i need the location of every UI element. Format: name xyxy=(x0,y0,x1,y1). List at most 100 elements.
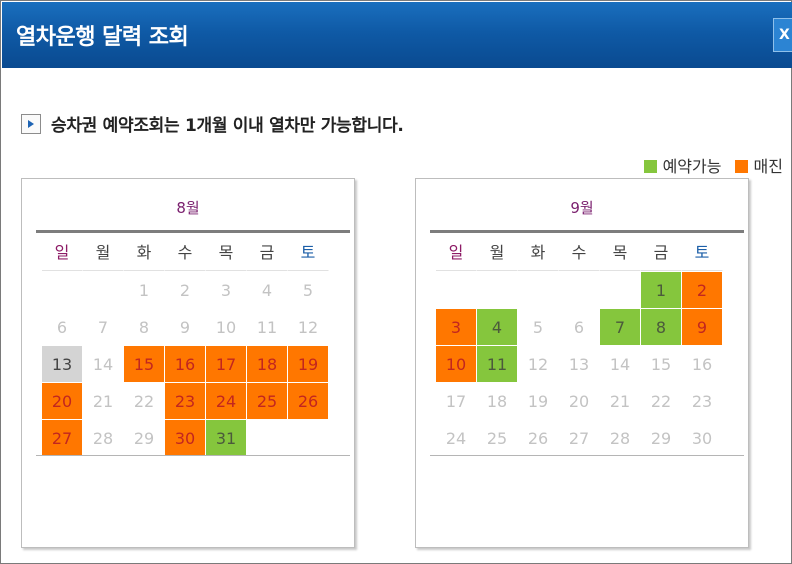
calendar-top-rule xyxy=(430,230,744,233)
week-row: 20 21 22 23 24 25 26 xyxy=(42,383,329,420)
weekday-label: 월 xyxy=(477,235,518,271)
day-cell: 29 xyxy=(641,420,682,457)
weekday-label: 화 xyxy=(124,235,165,271)
day-cell: 22 xyxy=(641,383,682,420)
day-cell-available[interactable]: 8 xyxy=(641,309,682,346)
day-cell: 13 xyxy=(559,346,600,383)
week-row: 24 25 26 27 28 29 30 xyxy=(436,420,723,457)
day-cell-soldout: 30 xyxy=(165,420,206,457)
day-cell: 29 xyxy=(124,420,165,457)
day-cell: 4 xyxy=(247,272,288,309)
day-cell-soldout: 18 xyxy=(247,346,288,383)
day-cell: 24 xyxy=(436,420,477,457)
day-cell: 28 xyxy=(600,420,641,457)
day-cell: 22 xyxy=(124,383,165,420)
day-cell: 6 xyxy=(42,309,83,346)
empty-cell xyxy=(42,272,83,309)
day-cell-available[interactable]: 7 xyxy=(600,309,641,346)
window-title: 열차운행 달력 조회 xyxy=(16,25,189,50)
day-cell: 21 xyxy=(600,383,641,420)
day-cell: 1 xyxy=(124,272,165,309)
week-row: 10 11 12 13 14 15 16 xyxy=(436,346,723,383)
close-button[interactable]: X xyxy=(773,18,792,52)
weekday-label: 금 xyxy=(641,235,682,271)
weekday-label: 월 xyxy=(83,235,124,271)
week-row: 27 28 29 30 31 xyxy=(42,420,329,457)
day-cell: 19 xyxy=(518,383,559,420)
day-cell: 14 xyxy=(600,346,641,383)
day-cell-soldout: 27 xyxy=(42,420,83,457)
day-cell-today: 13 xyxy=(42,346,83,383)
day-cell: 3 xyxy=(206,272,247,309)
day-cell-soldout: 17 xyxy=(206,346,247,383)
empty-cell xyxy=(477,272,518,309)
day-cell: 5 xyxy=(518,309,559,346)
day-cell: 11 xyxy=(247,309,288,346)
day-cell: 2 xyxy=(165,272,206,309)
legend-item-available: 예약가능 xyxy=(643,153,722,177)
day-cell: 10 xyxy=(206,309,247,346)
day-cell: 30 xyxy=(682,420,723,457)
day-cell-available[interactable]: 4 xyxy=(477,309,518,346)
day-cell-soldout: 20 xyxy=(42,383,83,420)
day-cell-soldout: 24 xyxy=(206,383,247,420)
day-cell-available[interactable]: 1 xyxy=(641,272,682,309)
day-cell-soldout: 15 xyxy=(124,346,165,383)
day-cell: 17 xyxy=(436,383,477,420)
weekday-label: 토 xyxy=(288,235,329,271)
day-cell: 6 xyxy=(559,309,600,346)
month-label: 9월 xyxy=(570,199,594,217)
day-cell: 8 xyxy=(124,309,165,346)
empty-cell xyxy=(518,272,559,309)
day-cell: 26 xyxy=(518,420,559,457)
weekday-label: 목 xyxy=(600,235,641,271)
arrow-right-icon xyxy=(21,114,41,134)
calendar-bottom-rule xyxy=(430,455,744,456)
calendar-grid: 일 월 화 수 목 금 토 1 2 3 4 5 6 7 8 9 10 11 12 13 14 15 16 17 18 19 20 21… xyxy=(436,235,723,457)
weekday-label: 일 xyxy=(42,235,83,271)
day-cell-available[interactable]: 11 xyxy=(477,346,518,383)
weekday-label: 금 xyxy=(247,235,288,271)
day-cell: 18 xyxy=(477,383,518,420)
empty-cell xyxy=(83,272,124,309)
day-cell-soldout: 26 xyxy=(288,383,329,420)
day-cell-soldout: 2 xyxy=(682,272,723,309)
day-cell: 28 xyxy=(83,420,124,457)
empty-cell xyxy=(288,420,329,457)
week-row: 17 18 19 20 21 22 23 xyxy=(436,383,723,420)
empty-cell xyxy=(600,272,641,309)
title-bar: 열차운행 달력 조회 X xyxy=(2,2,792,68)
day-cell: 15 xyxy=(641,346,682,383)
legend: 예약가능 매진 xyxy=(636,153,783,176)
day-cell: 12 xyxy=(288,309,329,346)
day-cell-soldout: 25 xyxy=(247,383,288,420)
day-cell: 23 xyxy=(682,383,723,420)
day-cell-soldout: 9 xyxy=(682,309,723,346)
day-cell: 12 xyxy=(518,346,559,383)
legend-swatch-soldout xyxy=(734,160,748,173)
day-cell: 20 xyxy=(559,383,600,420)
day-cell: 7 xyxy=(83,309,124,346)
calendar-september: 9월 일 월 화 수 목 금 토 1 2 3 4 5 6 7 8 9 10 11 12 13 14 15 16 17 18 19 2… xyxy=(415,178,749,548)
day-cell: 16 xyxy=(682,346,723,383)
day-cell-soldout: 19 xyxy=(288,346,329,383)
day-cell-available[interactable]: 31 xyxy=(206,420,247,457)
legend-swatch-available xyxy=(643,160,657,173)
weekday-label: 토 xyxy=(682,235,723,271)
weekday-label: 일 xyxy=(436,235,477,271)
calendar-top-rule xyxy=(36,230,350,233)
day-cell-soldout: 16 xyxy=(165,346,206,383)
legend-label-available: 예약가능 xyxy=(662,157,722,176)
weekday-label: 수 xyxy=(559,235,600,271)
week-row: 13 14 15 16 17 18 19 xyxy=(42,346,329,383)
day-cell: 21 xyxy=(83,383,124,420)
legend-item-soldout: 매진 xyxy=(734,153,783,177)
notice-text: 승차권 예약조회는 1개월 이내 열차만 가능합니다. xyxy=(51,116,404,136)
day-cell: 25 xyxy=(477,420,518,457)
